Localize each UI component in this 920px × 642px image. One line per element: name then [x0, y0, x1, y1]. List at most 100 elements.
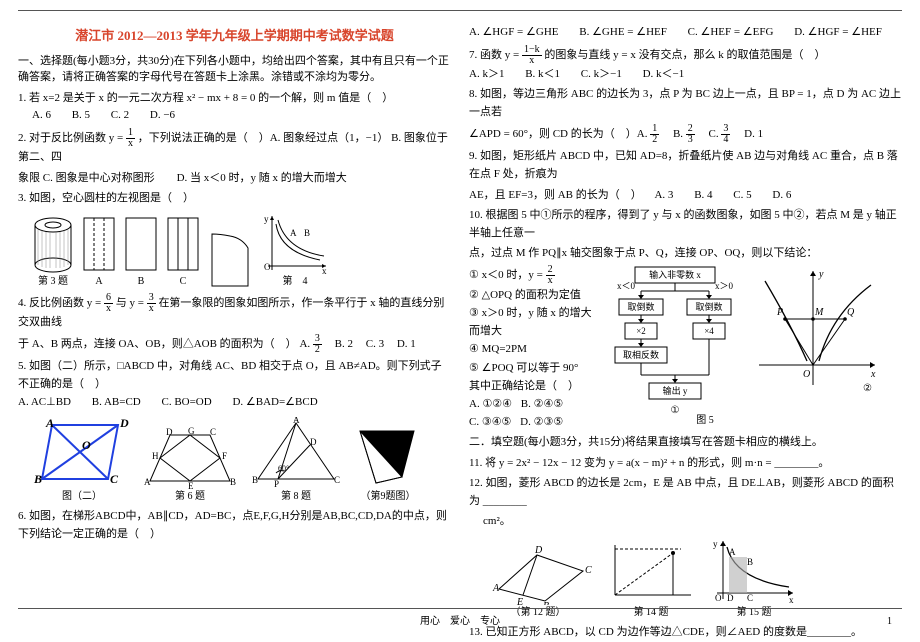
q10-l2: 点，过点 M 作 PQ∥x 轴交图象于点 P、Q，连接 OP、OQ，则以下结论：: [469, 245, 902, 263]
q7-opt-a: A. k＞1: [469, 68, 504, 80]
q7-d: x: [522, 56, 542, 66]
flow-gt: x＞0: [715, 281, 734, 291]
left-column: 潜江市 2012—2013 学年九年级上学期期中考试数学试题 一、选择题(每小题…: [18, 20, 451, 597]
q10-l1: 10. 根据图 5 中①所示的程序，得到了 y 与 x 的函数图象，如图 5 中…: [469, 207, 902, 242]
q8-b: B.: [662, 128, 686, 140]
q9-l2: AE，且 EF=3，则 AB 的长为（ ）: [469, 189, 642, 201]
q3-fig-cylinder: 第 3 题: [32, 216, 74, 290]
q5-text: 5. 如图（二）所示，□ABCD 中，对角线 AC、BD 相交于点 O，且 AB…: [18, 358, 451, 393]
tri-b: B: [252, 475, 258, 485]
q4-opt-b: B. 2: [335, 338, 353, 350]
r-c: C: [585, 565, 592, 576]
triangle-icon: A B P C D 60°: [248, 417, 344, 489]
hyperbola-icon: O x y A B: [260, 212, 330, 274]
r-e: E: [516, 597, 523, 605]
q3-opt-d-fig: [208, 232, 252, 290]
q5-opt-a: A. AC⊥BD: [18, 396, 71, 408]
right-column: A. ∠HGF = ∠GHE B. ∠GHE = ∠HEF C. ∠HEF = …: [469, 20, 902, 597]
q15-x: x: [789, 595, 794, 605]
q12-l2: cm²。: [483, 513, 902, 531]
t-b: B: [230, 477, 236, 487]
q5-opt-b: B. AB=CD: [92, 396, 141, 408]
q6-trapezoid: D G C H F A E B 第 6 题: [140, 427, 240, 505]
two-column-layout: 潜江市 2012—2013 学年九年级上学期期中考试数学试题 一、选择题(每小题…: [18, 20, 902, 597]
r-a: A: [492, 583, 500, 594]
q3-label-left: 第 3 题: [32, 274, 74, 290]
flow-lt: x＜0: [617, 281, 636, 291]
q10-i1-pre: ① x＜0 时，y =: [469, 269, 546, 281]
q7-frac: 1−kx: [522, 45, 542, 66]
q8-fig-label: 第 8 题: [248, 489, 344, 505]
q10-i1: ① x＜0 时，y = 2x: [469, 265, 599, 286]
flow-out: 输出 y: [663, 385, 688, 396]
q4-f1d: x: [104, 304, 113, 314]
q10-i1-frac: 2x: [546, 265, 555, 286]
g2-o: O: [803, 369, 810, 380]
q8-c: C.: [698, 128, 722, 140]
q5-opt-c: C. BO=OD: [161, 396, 211, 408]
lbl-d: D: [119, 417, 129, 430]
q12-rhombus: A D C B E （第 12 题）: [483, 545, 593, 621]
graph2: P M Q O x y ②: [751, 265, 881, 395]
g2-q: Q: [847, 307, 855, 318]
q8-l1: 8. 如图，等边三角形 ABC 的边长为 3，点 P 为 BC 边上一点，且 B…: [469, 86, 902, 121]
q4-mid: 与 y =: [116, 297, 147, 309]
q4-l2-pre: 于 A、B 两点，连接 OA、OB，则△AOB 的面积为（ ）: [18, 338, 297, 350]
svg-text:B: B: [304, 228, 310, 238]
q3-label-a: A: [82, 274, 116, 290]
q10-items: ① x＜0 时，y = 2x ② △OPQ 的面积为定值 ③ x＞0 时，y 随…: [469, 265, 599, 431]
q7-options: A. k＞1 B. k＜1 C. k＞−1 D. k＜−1: [469, 66, 902, 84]
q4: 4. 反比例函数 y = 6x 与 y = 3x 在第一象限的图象如图所示，作一…: [18, 293, 451, 332]
q1-options: A. 6 B. 5 C. 2 D. −6: [32, 107, 451, 125]
tri-d: D: [310, 437, 317, 447]
flow-neg: 取相反数: [623, 349, 659, 360]
t-f: F: [222, 451, 227, 461]
t-g: G: [188, 427, 195, 436]
q3-opt-a-fig: A: [82, 216, 116, 290]
cylinder-icon: [32, 216, 74, 274]
q10i1d: x: [546, 276, 555, 286]
q8-triangle: A B P C D 60° 第 8 题: [248, 417, 344, 505]
q7-n: 1−k: [522, 45, 542, 56]
q4-label: 第 4: [260, 274, 330, 290]
q8-l2-pre: ∠APD = 60°，则 CD 的长为（ ）A.: [469, 128, 650, 140]
q8a: 12: [650, 124, 659, 145]
g2-m: M: [814, 307, 824, 318]
q9-fig-label: （第9题图）: [352, 489, 424, 505]
q10-i3: ③ x＞0 时，y 随 x 的增大而增大: [469, 304, 599, 340]
exam-title: 潜江市 2012—2013 学年九年级上学期期中考试数学试题: [18, 26, 451, 47]
q4-opt-d: D. 1: [397, 338, 416, 350]
q4a-d: 2: [313, 345, 322, 355]
flow-inv1: 取倒数: [627, 301, 654, 312]
q10-opt-a: A. ①②④: [469, 398, 512, 410]
q9-l1: 9. 如图，矩形纸片 ABCD 中，已知 AD=8，折叠纸片使 AB 边与对角线…: [469, 148, 902, 183]
fig2-parallelogram: A D B C O 图（二）: [32, 417, 132, 505]
q4-pre: 4. 反比例函数 y =: [18, 297, 104, 309]
q5-opt-d: D. ∠BAD=∠BCD: [232, 396, 317, 408]
rect-d-icon: [208, 232, 252, 290]
q3-text: 3. 如图，空心圆柱的左视图是（ ）: [18, 190, 451, 208]
q10-opt-d: D. ②③⑤: [520, 416, 563, 428]
q8cd: 4: [721, 135, 730, 145]
q1-text: 1. 若 x=2 是关于 x 的一元二次方程 x² − mx + 8 = 0 的…: [18, 90, 451, 108]
flow-m4: ×4: [704, 326, 714, 336]
t-e: E: [188, 481, 194, 489]
q10-i4: ④ MQ=2PM: [469, 340, 599, 358]
q6-opt-a: A. ∠HGF = ∠GHE: [469, 26, 558, 38]
q14-icon: [601, 535, 701, 605]
top-rule: [18, 10, 902, 11]
q4-line2: 于 A、B 两点，连接 OA、OB，则△AOB 的面积为（ ） A. 32 B.…: [18, 334, 451, 355]
rect-b-icon: [124, 216, 158, 274]
t-c: C: [210, 427, 216, 437]
q15-icon: O x y A B C D: [709, 535, 799, 605]
q8-l2: ∠APD = 60°，则 CD 的长为（ ）A. 12 B. 23 C. 34 …: [469, 124, 902, 145]
q8-d: D. 1: [733, 128, 763, 140]
svg-text:A: A: [290, 228, 297, 238]
lbl-b: B: [33, 472, 42, 486]
t-h: H: [152, 451, 159, 461]
q8b: 23: [686, 124, 695, 145]
trapezoid-icon: D G C H F A E B: [140, 427, 240, 489]
svg-text:y: y: [264, 214, 269, 224]
lbl-a: A: [45, 417, 54, 430]
q15-o: O: [715, 593, 722, 603]
